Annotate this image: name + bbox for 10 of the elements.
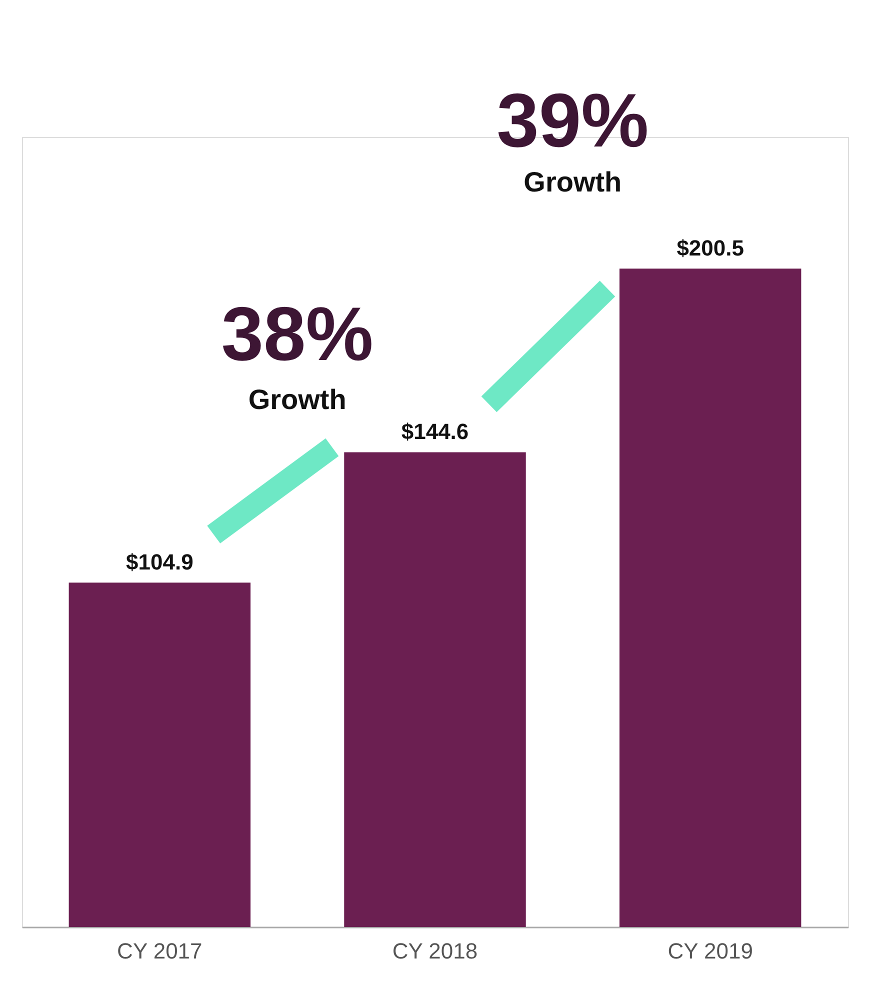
text: Growth [524, 166, 622, 198]
data-label: $104.9 [126, 550, 194, 575]
annotation: 38% [221, 292, 374, 378]
data-label: $144.6 [401, 419, 469, 444]
x-tick-label: CY 2019 [668, 938, 753, 964]
annotation: Growth [248, 384, 346, 416]
x-tick-label: CY 2018 [392, 938, 478, 964]
data-label: $200.5 [676, 236, 744, 261]
x-tick-label: CY 2017 [117, 938, 202, 964]
text: 39% [496, 78, 649, 164]
